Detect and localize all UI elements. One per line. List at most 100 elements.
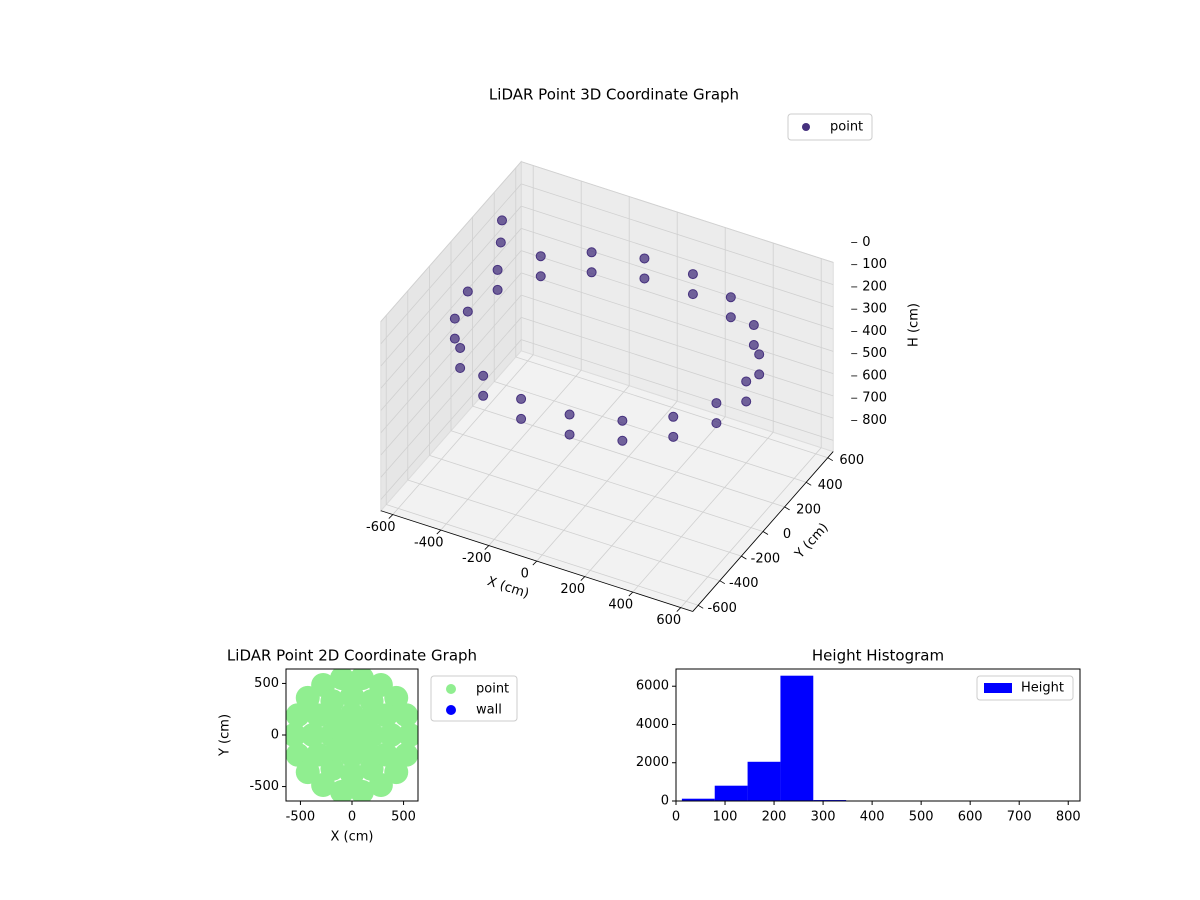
point: [687, 289, 698, 300]
point: [300, 723, 325, 747]
grid-line: [521, 339, 834, 441]
point: [340, 683, 364, 708]
tick-mark: [388, 514, 394, 519]
point: [449, 333, 460, 344]
z-tick-label: 500: [862, 346, 887, 361]
y-tick-label: -400: [729, 576, 759, 591]
x-tick-label: 800: [1056, 810, 1081, 825]
axes-frame: [675, 668, 1081, 802]
grid-line: [521, 272, 834, 375]
tick-mark: [784, 506, 790, 511]
grid-line: [380, 183, 522, 345]
chart-title: Height Histogram: [812, 647, 944, 665]
point: [668, 411, 679, 422]
x-tick-label: 400: [608, 598, 633, 613]
point: [741, 396, 752, 407]
grid-line: [521, 205, 834, 308]
y-tick-label: 4000: [636, 717, 669, 732]
point: [478, 370, 489, 381]
point: [455, 362, 466, 373]
point: [535, 251, 546, 262]
point: [384, 760, 409, 785]
bar: [780, 675, 814, 801]
x-tick-label: -400: [414, 536, 444, 551]
point: [359, 689, 384, 714]
point: [754, 369, 765, 380]
tick-mark: [436, 529, 442, 535]
bar: [714, 785, 748, 801]
x-tick-label: 700: [1007, 810, 1032, 825]
z-tick-label: 300: [862, 302, 887, 317]
x-tick-label: 0: [672, 810, 680, 825]
legend-box: [787, 113, 873, 141]
tick-mark: [805, 481, 812, 486]
point: [449, 313, 460, 324]
grid-line: [429, 454, 742, 557]
point: [668, 431, 679, 442]
point: [586, 247, 597, 258]
point: [394, 742, 418, 767]
grid-line: [380, 228, 522, 389]
y-tick-label: -200: [751, 552, 781, 567]
z-tick-label: 200: [862, 279, 887, 294]
tick-mark: [580, 576, 586, 581]
y-tick-label: -600: [707, 601, 737, 616]
x-tick-label: -200: [462, 551, 492, 566]
y-axis-line: [692, 451, 834, 612]
x-tick-label: 600: [656, 613, 681, 628]
x-axis-label: X (cm): [331, 830, 374, 845]
grid-line: [494, 381, 807, 483]
grid-line: [521, 228, 834, 330]
legend-box: [976, 675, 1074, 701]
point: [516, 393, 527, 404]
point: [286, 703, 310, 728]
point: [748, 320, 759, 331]
point: [535, 271, 546, 282]
legend-label: wall: [476, 703, 502, 718]
chart-title: LiDAR Point 3D Coordinate Graph: [489, 86, 739, 104]
grid-line: [380, 339, 522, 500]
point: [306, 703, 331, 728]
point: [687, 269, 698, 280]
tick-mark: [741, 555, 747, 560]
z-axis-label: H (cm): [907, 303, 922, 347]
grid-line: [380, 272, 522, 434]
point: [497, 215, 507, 226]
point: [754, 349, 765, 360]
x-tick-label: 0: [521, 567, 529, 582]
z-tick-label: 800: [862, 413, 887, 428]
grid-line: [380, 317, 522, 478]
legend-marker: [984, 683, 1012, 693]
tick-mark: [628, 591, 634, 597]
point: [455, 342, 466, 353]
x-tick-label: 500: [391, 810, 416, 825]
z-tick-label: 700: [862, 391, 887, 406]
grid-line: [521, 294, 834, 397]
x-tick-label: 100: [713, 810, 738, 825]
point: [492, 284, 503, 295]
y-tick-label: 500: [254, 676, 279, 691]
chart-title: LiDAR Point 2D Coordinate Graph: [227, 647, 477, 665]
legend-label: point: [476, 682, 509, 697]
grid-line: [380, 161, 522, 322]
point: [725, 312, 736, 323]
point: [617, 435, 628, 446]
grid-line: [521, 317, 834, 419]
y-tick-label: 200: [796, 502, 821, 517]
legend-marker: [802, 123, 810, 131]
point: [340, 723, 364, 747]
y-tick-label: 600: [839, 453, 864, 468]
x-tick-label: 200: [560, 582, 585, 597]
point: [586, 267, 597, 278]
grid-line: [380, 205, 522, 367]
y-tick-label: -500: [249, 779, 279, 794]
point: [711, 418, 722, 429]
grid-line: [380, 294, 522, 456]
y-tick-label: 6000: [636, 679, 669, 694]
point: [564, 409, 575, 420]
tick-mark: [697, 604, 704, 609]
point: [462, 306, 473, 317]
grid-line: [386, 504, 699, 606]
legend-label: Height: [1021, 681, 1064, 696]
